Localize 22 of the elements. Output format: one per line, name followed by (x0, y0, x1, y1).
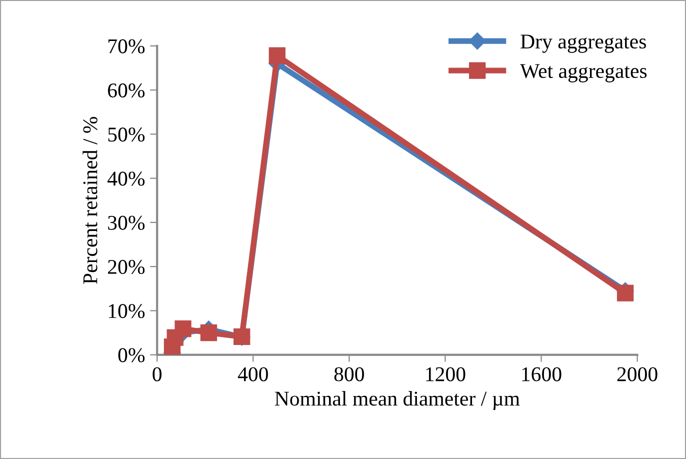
x-tick-label: 1600 (522, 367, 562, 382)
point (174, 320, 192, 338)
y-tick-label: 30% (108, 216, 145, 230)
x-axis-title: Nominal mean diameter / µm (274, 391, 520, 410)
legend-label: Dry aggregates (520, 34, 646, 53)
x-tick-label: 400 (238, 367, 268, 382)
y-tick-label: 50% (108, 128, 145, 142)
y-tick-label: 70% (108, 39, 145, 54)
y-tick-label: 40% (108, 172, 145, 186)
point (200, 324, 218, 342)
point (616, 284, 634, 302)
x-tick-label: 800 (334, 367, 364, 382)
point (268, 47, 286, 64)
x-tick-label: 0 (152, 367, 162, 382)
y-tick-label: 60% (108, 83, 145, 98)
y-tick-label: 10% (108, 304, 145, 318)
x-tick-label: 1200 (426, 367, 466, 382)
x-tick-label: 2000 (617, 367, 658, 382)
y-tick-label: 20% (108, 260, 145, 274)
y-tick-label: 0% (118, 348, 145, 362)
y-axis-title: Percent retained / % (82, 116, 98, 284)
legend-label: Wet aggregates (520, 64, 647, 82)
